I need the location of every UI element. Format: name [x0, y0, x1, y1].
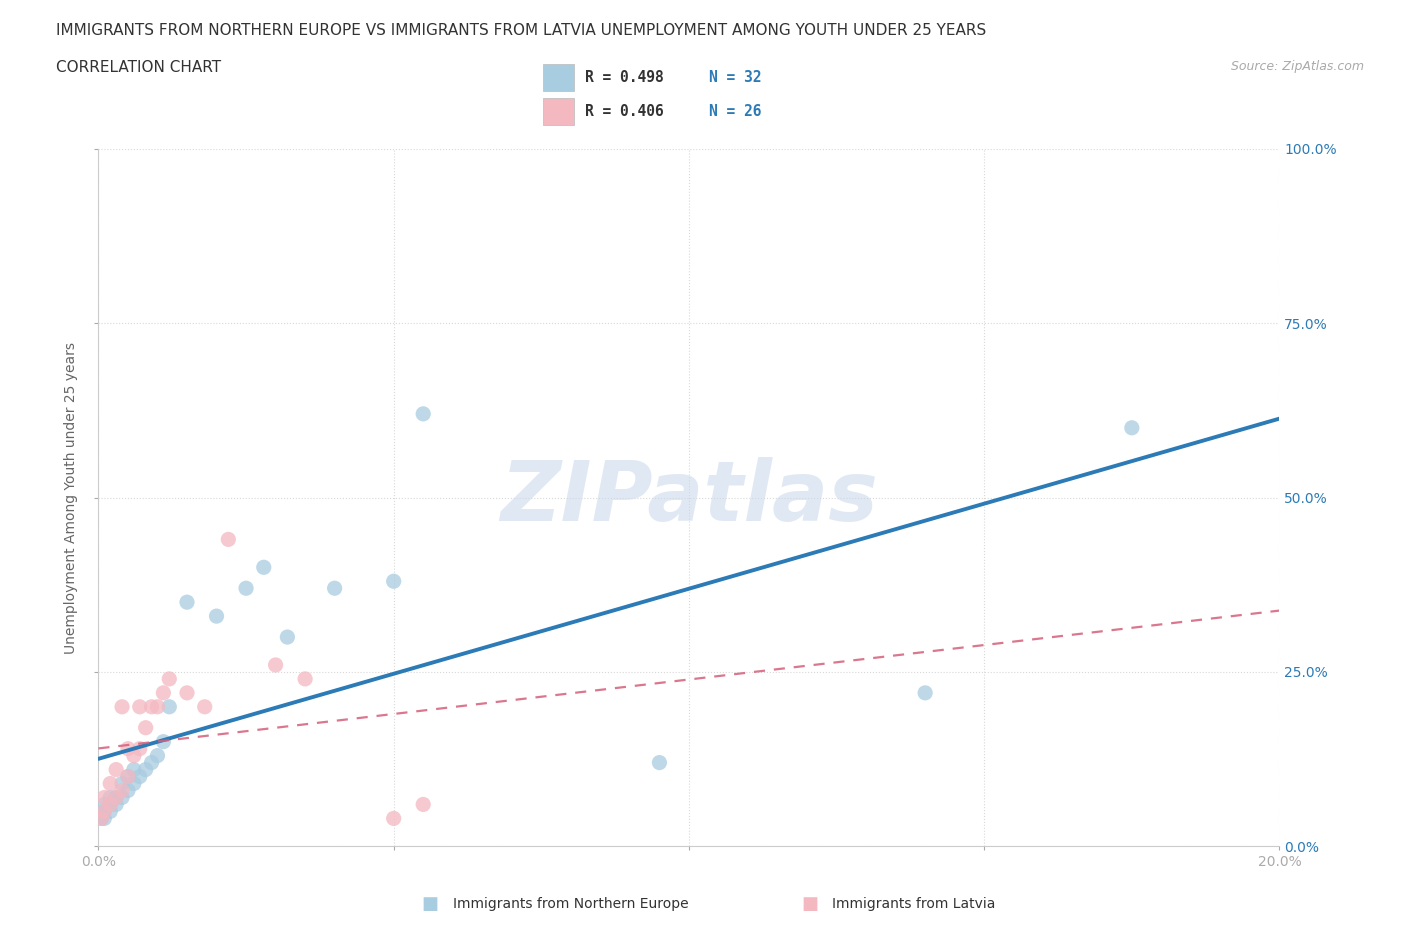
Point	[323, 580, 346, 596]
Point	[105, 790, 128, 805]
Point	[1121, 420, 1143, 435]
Bar	[543, 64, 574, 90]
Point	[264, 658, 287, 672]
Point	[111, 783, 134, 798]
Point	[111, 776, 134, 790]
Text: R = 0.498: R = 0.498	[585, 70, 664, 85]
Point	[412, 797, 434, 812]
Text: Source: ZipAtlas.com: Source: ZipAtlas.com	[1230, 60, 1364, 73]
Point	[98, 797, 121, 812]
Point	[205, 609, 228, 624]
Point	[111, 699, 134, 714]
Point	[98, 797, 121, 812]
Point	[146, 748, 169, 763]
Point	[93, 797, 115, 812]
Point	[111, 790, 134, 805]
Point	[93, 790, 115, 805]
Point	[117, 783, 139, 798]
Point	[146, 699, 169, 714]
Point	[93, 804, 115, 819]
Point	[176, 685, 198, 700]
Text: N = 26: N = 26	[709, 104, 761, 119]
Point	[648, 755, 671, 770]
Point	[276, 630, 298, 644]
Point	[294, 671, 316, 686]
Point	[105, 797, 128, 812]
Point	[93, 811, 115, 826]
Point	[176, 595, 198, 610]
Point	[122, 748, 145, 763]
Text: ■: ■	[422, 895, 439, 913]
Point	[157, 671, 180, 686]
Y-axis label: Unemployment Among Youth under 25 years: Unemployment Among Youth under 25 years	[65, 341, 79, 654]
Point	[90, 811, 112, 826]
Point	[235, 580, 257, 596]
Text: Immigrants from Latvia: Immigrants from Latvia	[832, 897, 995, 911]
Text: IMMIGRANTS FROM NORTHERN EUROPE VS IMMIGRANTS FROM LATVIA UNEMPLOYMENT AMONG YOU: IMMIGRANTS FROM NORTHERN EUROPE VS IMMIG…	[56, 23, 987, 38]
Text: ■: ■	[801, 895, 818, 913]
Text: N = 32: N = 32	[709, 70, 761, 85]
Point	[122, 776, 145, 790]
Point	[98, 790, 121, 805]
Point	[141, 699, 163, 714]
Text: R = 0.406: R = 0.406	[585, 104, 664, 119]
Point	[128, 769, 150, 784]
Point	[382, 574, 405, 589]
Point	[122, 763, 145, 777]
Point	[141, 755, 163, 770]
Text: ZIPatlas: ZIPatlas	[501, 457, 877, 538]
Point	[382, 811, 405, 826]
Point	[194, 699, 217, 714]
Point	[412, 406, 434, 421]
Point	[105, 790, 128, 805]
Point	[135, 721, 157, 736]
Point	[253, 560, 276, 575]
Bar	[543, 99, 574, 125]
Point	[93, 804, 115, 819]
Point	[105, 763, 128, 777]
Point	[117, 769, 139, 784]
Point	[152, 685, 174, 700]
Point	[98, 776, 121, 790]
Point	[128, 699, 150, 714]
Point	[152, 735, 174, 750]
Point	[157, 699, 180, 714]
Text: Immigrants from Northern Europe: Immigrants from Northern Europe	[453, 897, 689, 911]
Point	[90, 811, 112, 826]
Point	[98, 804, 121, 819]
Point	[117, 741, 139, 756]
Point	[914, 685, 936, 700]
Point	[128, 741, 150, 756]
Text: CORRELATION CHART: CORRELATION CHART	[56, 60, 221, 75]
Point	[135, 763, 157, 777]
Point	[117, 769, 139, 784]
Point	[217, 532, 239, 547]
